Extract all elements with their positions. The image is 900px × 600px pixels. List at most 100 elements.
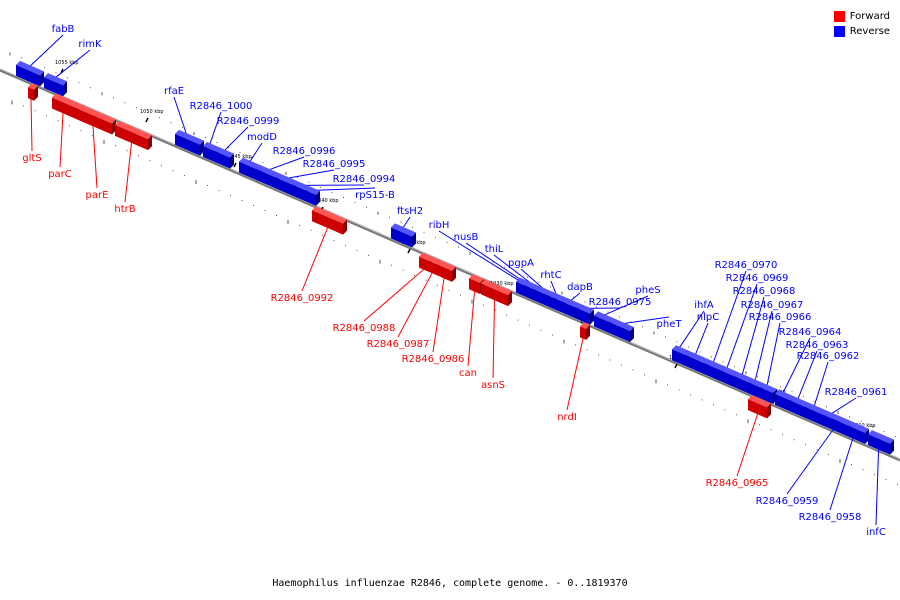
connector-R2846_0999: [222, 126, 249, 153]
gene-label: R2846_0969: [726, 273, 789, 284]
gene-label: rhtC: [540, 270, 561, 281]
connector-can: [467, 291, 475, 367]
connector-htrB: [124, 142, 132, 203]
gene-label: can: [459, 368, 477, 379]
gene-45-gene: [868, 430, 894, 455]
gene-label: R2846_0962: [797, 351, 860, 362]
connector-R2846_1000: [208, 111, 222, 147]
gene-label: nusB: [454, 232, 479, 243]
kbp-mark: [145, 117, 149, 123]
gene-label: R2846_0963: [786, 340, 849, 351]
gene-label: R2846_0986: [402, 354, 465, 365]
legend-reverse: Reverse: [833, 24, 890, 39]
gene-label: R2846_0966: [749, 312, 812, 323]
gene-30-gene: [580, 322, 590, 340]
gene-8-gene: [215, 147, 234, 169]
connector-R2846_0967: [754, 310, 773, 384]
connector-R2846_0964: [781, 337, 811, 396]
kbp-label: 1040 kbp: [315, 198, 339, 204]
connector-asnS: [492, 300, 495, 379]
connector-R2846_0996: [265, 156, 305, 172]
gene-label: rfaE: [164, 86, 184, 97]
reverse-swatch: [833, 26, 845, 37]
kbp-mark: [233, 162, 237, 168]
genome-caption: Haemophilus influenzae R2846, complete g…: [272, 578, 628, 589]
connector-infC: [875, 436, 880, 526]
connector-R2846_0958: [829, 426, 857, 511]
gene-label: R2846_0970: [715, 260, 778, 271]
gene-label: R2846_0965: [706, 478, 769, 489]
kbp-label: 1010 kbp: [852, 423, 876, 429]
kbp-label: 1045 kbp: [228, 154, 252, 160]
connector-parC: [59, 113, 64, 168]
connector-R2846_0969: [725, 283, 758, 371]
connector-parE: [92, 126, 98, 189]
gene-5-gene: [115, 120, 152, 151]
kbp-mark: [407, 248, 411, 254]
gene-18-gene: [436, 259, 456, 282]
gene-label: R2846_0975: [589, 297, 652, 308]
gene-label: gltS: [22, 153, 41, 164]
connector-nlpC: [694, 322, 709, 358]
connector-rimK: [53, 49, 91, 80]
gene-label: htrB: [114, 204, 135, 215]
connector-R2846_0968: [741, 296, 765, 378]
gene-label: R2846_0964: [779, 327, 842, 338]
gene-label: R2846_0996: [273, 146, 336, 157]
connector-ihfA: [677, 310, 705, 351]
connector-R2846_0995: [283, 169, 335, 180]
gene-label: nrdI: [557, 412, 577, 423]
gene-2-gene: [28, 83, 38, 101]
gene-label: thiL: [485, 244, 504, 255]
gene-0-gene: [16, 60, 44, 87]
connector-modD: [248, 142, 263, 164]
gene-label: R2846_0992: [271, 293, 334, 304]
forward-swatch: [833, 11, 845, 22]
connector-R2846_0986: [432, 278, 445, 353]
gene-label: infC: [866, 527, 886, 538]
connector-gltS: [30, 99, 33, 152]
connector-R2846_0961: [828, 397, 857, 416]
gene-label: R2846_0967: [741, 300, 804, 311]
gene-42-gene: [748, 395, 771, 419]
gene-label: R2846_0961: [825, 387, 888, 398]
gene-label: R2846_0994: [333, 174, 396, 185]
connector-R2846_0965: [736, 414, 758, 477]
connector-pheT: [618, 316, 670, 325]
connector-pheS: [600, 295, 649, 317]
gene-label: ribH: [429, 220, 450, 231]
connector-R2846_0962: [813, 361, 829, 409]
gene-label: R2846_0968: [733, 286, 796, 297]
connector-rfaE: [173, 96, 188, 138]
gene-label: nlpC: [697, 312, 719, 323]
gene-label: pheT: [657, 319, 683, 330]
gene-label: R2846_0987: [367, 339, 430, 350]
kbp-label: 1030 kbp: [490, 281, 514, 287]
gene-label: parE: [86, 190, 109, 201]
gene-blocks: [16, 60, 894, 455]
connector-nusB: [465, 242, 530, 286]
gene-6-gene: [175, 129, 204, 156]
gene-1-gene: [44, 73, 67, 97]
connector-R2846_0970: [712, 270, 747, 365]
connector-R2846_0988: [363, 269, 424, 322]
gene-label: pheS: [635, 285, 660, 296]
gene-label: R2846_0995: [303, 159, 366, 170]
gene-29-gene: [608, 317, 634, 342]
connector-R2846_0963: [796, 350, 818, 402]
connector-ribH: [438, 230, 521, 282]
gene-label: ftsH2: [397, 206, 423, 217]
gene-label: R2846_0999: [217, 116, 280, 127]
legend-forward-label: Forward: [849, 11, 890, 22]
connector-rpS15-B: [310, 187, 376, 192]
tick-marks: [9, 52, 898, 486]
gene-label: R2846_0988: [333, 323, 396, 334]
gene-13-gene: [305, 186, 320, 206]
kbp-label: 1055 kbp: [55, 60, 79, 66]
kbp-mark: [674, 363, 678, 369]
gene-27-gene: [575, 303, 594, 325]
gene-label: R2846_0958: [799, 512, 862, 523]
connector-R2846_0959: [786, 419, 841, 495]
gene-label: R2846_1000: [190, 101, 253, 112]
connector-R2846_0987: [397, 272, 433, 338]
